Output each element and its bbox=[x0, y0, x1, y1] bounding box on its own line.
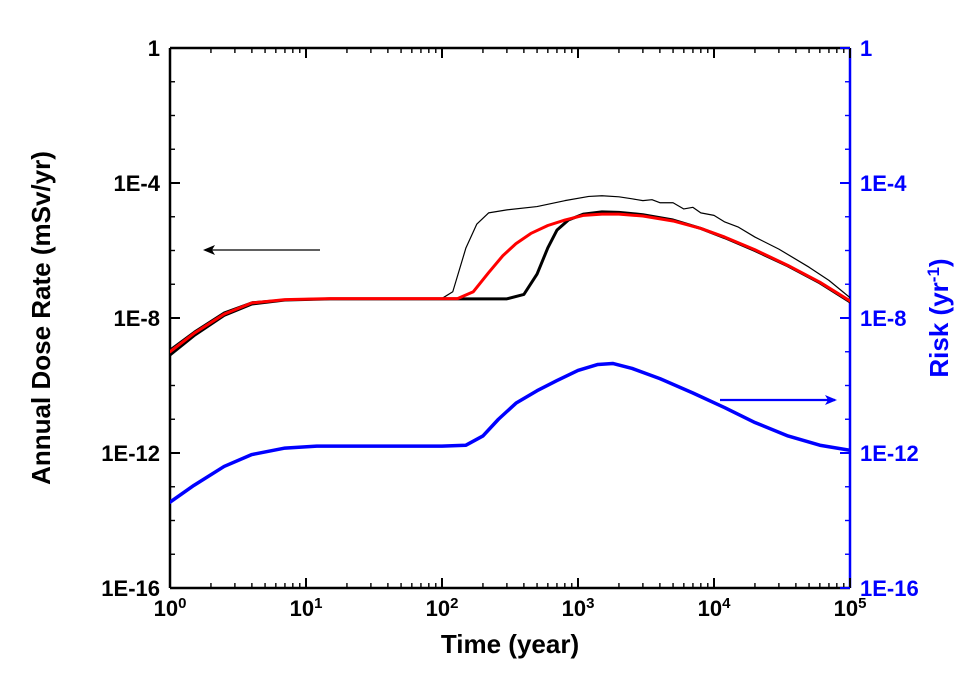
chart-svg: 1001011021031041051E-161E-161E-121E-121E… bbox=[0, 0, 968, 686]
x-tick-label: 104 bbox=[698, 595, 731, 622]
y-left-axis-label: Annual Dose Rate (mSv/yr) bbox=[26, 151, 56, 485]
y-right-axis-label: Risk (yr-1) bbox=[924, 258, 955, 377]
chart-container: 1001011021031041051E-161E-161E-121E-121E… bbox=[0, 0, 968, 686]
y-left-tick-label: 1E-8 bbox=[114, 306, 160, 331]
x-tick-label: 103 bbox=[562, 595, 595, 622]
y-right-tick-label: 1E-8 bbox=[860, 306, 906, 331]
x-tick-label: 102 bbox=[426, 595, 459, 622]
x-axis-label: Time (year) bbox=[441, 629, 579, 659]
y-left-tick-label: 1E-4 bbox=[114, 171, 161, 196]
y-left-tick-label: 1E-12 bbox=[101, 441, 160, 466]
x-tick-label: 101 bbox=[290, 595, 323, 622]
y-right-tick-label: 1 bbox=[860, 36, 872, 61]
series-risk-blue bbox=[170, 363, 850, 502]
y-left-tick-label: 1E-16 bbox=[101, 576, 160, 601]
y-right-tick-label: 1E-4 bbox=[860, 171, 907, 196]
series-dose-red bbox=[170, 214, 850, 352]
y-left-tick-label: 1 bbox=[148, 36, 160, 61]
y-right-tick-label: 1E-12 bbox=[860, 441, 919, 466]
y-right-tick-label: 1E-16 bbox=[860, 576, 919, 601]
series-dose-thin-black bbox=[170, 196, 850, 349]
